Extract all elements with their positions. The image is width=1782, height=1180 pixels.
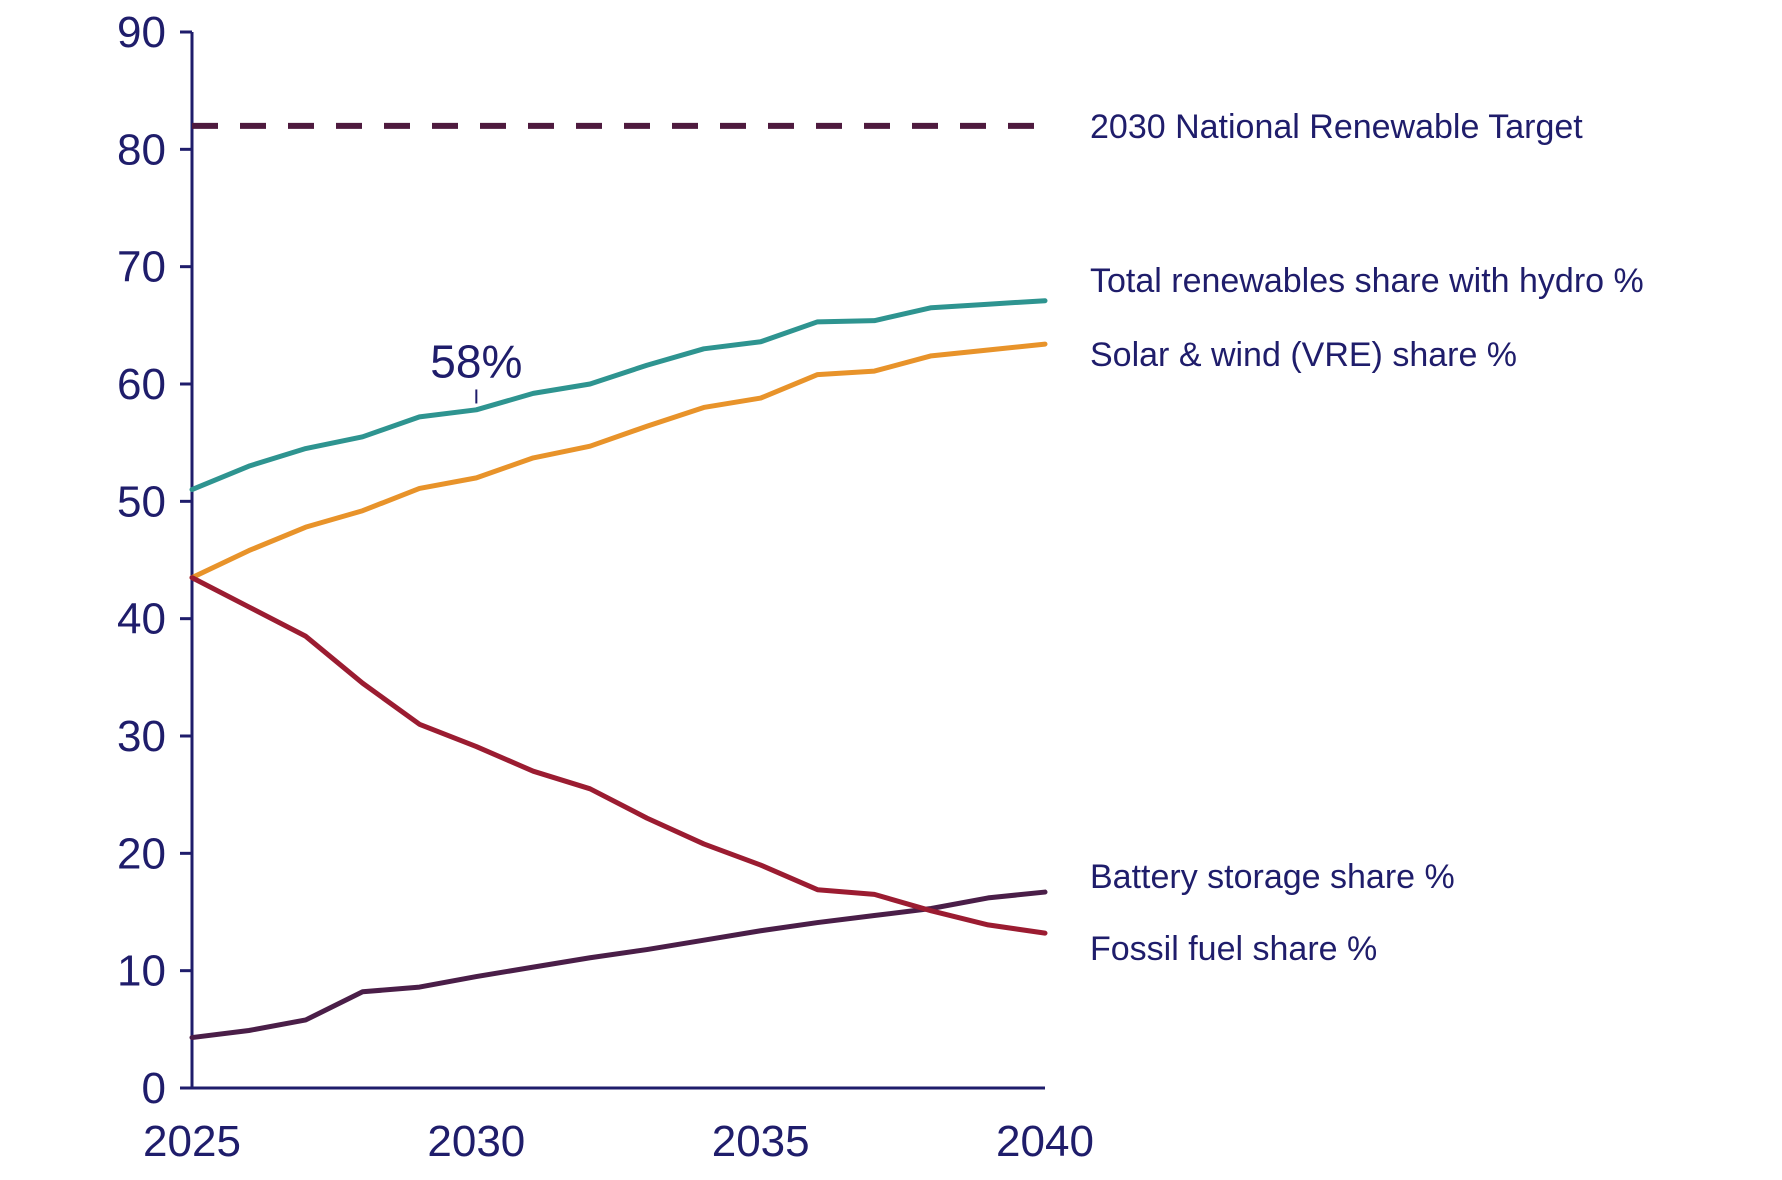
x-tick-label: 2035 [712, 1117, 810, 1166]
x-tick-label: 2040 [996, 1117, 1094, 1166]
target-label: 2030 National Renewable Target [1090, 108, 1583, 146]
x-tick-label: 2025 [143, 1117, 241, 1166]
y-tick-label: 10 [117, 947, 166, 996]
y-tick-label: 30 [117, 712, 166, 761]
series-labels: 2030 National Renewable Target Total rene… [1090, 108, 1644, 968]
annotation-58-percent: 58% [430, 335, 522, 387]
series-line-battery [189, 889, 1048, 1041]
series-label: Fossil fuel share % [1090, 930, 1377, 968]
x-tick-label: 2030 [427, 1117, 525, 1166]
y-tick-label: 20 [117, 829, 166, 878]
y-tick-label: 60 [117, 360, 166, 409]
y-tick-label: 0 [142, 1064, 166, 1113]
annotations: 58% [430, 335, 522, 404]
series-label: Solar & wind (VRE) share % [1090, 336, 1517, 374]
y-tick-label: 50 [117, 477, 166, 526]
series-label: Total renewables share with hydro % [1090, 262, 1644, 300]
y-tick-label: 80 [117, 125, 166, 174]
y-tick-label: 70 [117, 243, 166, 292]
y-tick-label: 40 [117, 595, 166, 644]
series-label: Battery storage share % [1090, 858, 1455, 896]
series-line-solar-wind [189, 341, 1048, 581]
series-lines [189, 298, 1048, 1041]
y-tick-label: 90 [117, 8, 166, 57]
series-line-fossil [189, 575, 1048, 936]
series-line-total-renewables [189, 298, 1048, 493]
